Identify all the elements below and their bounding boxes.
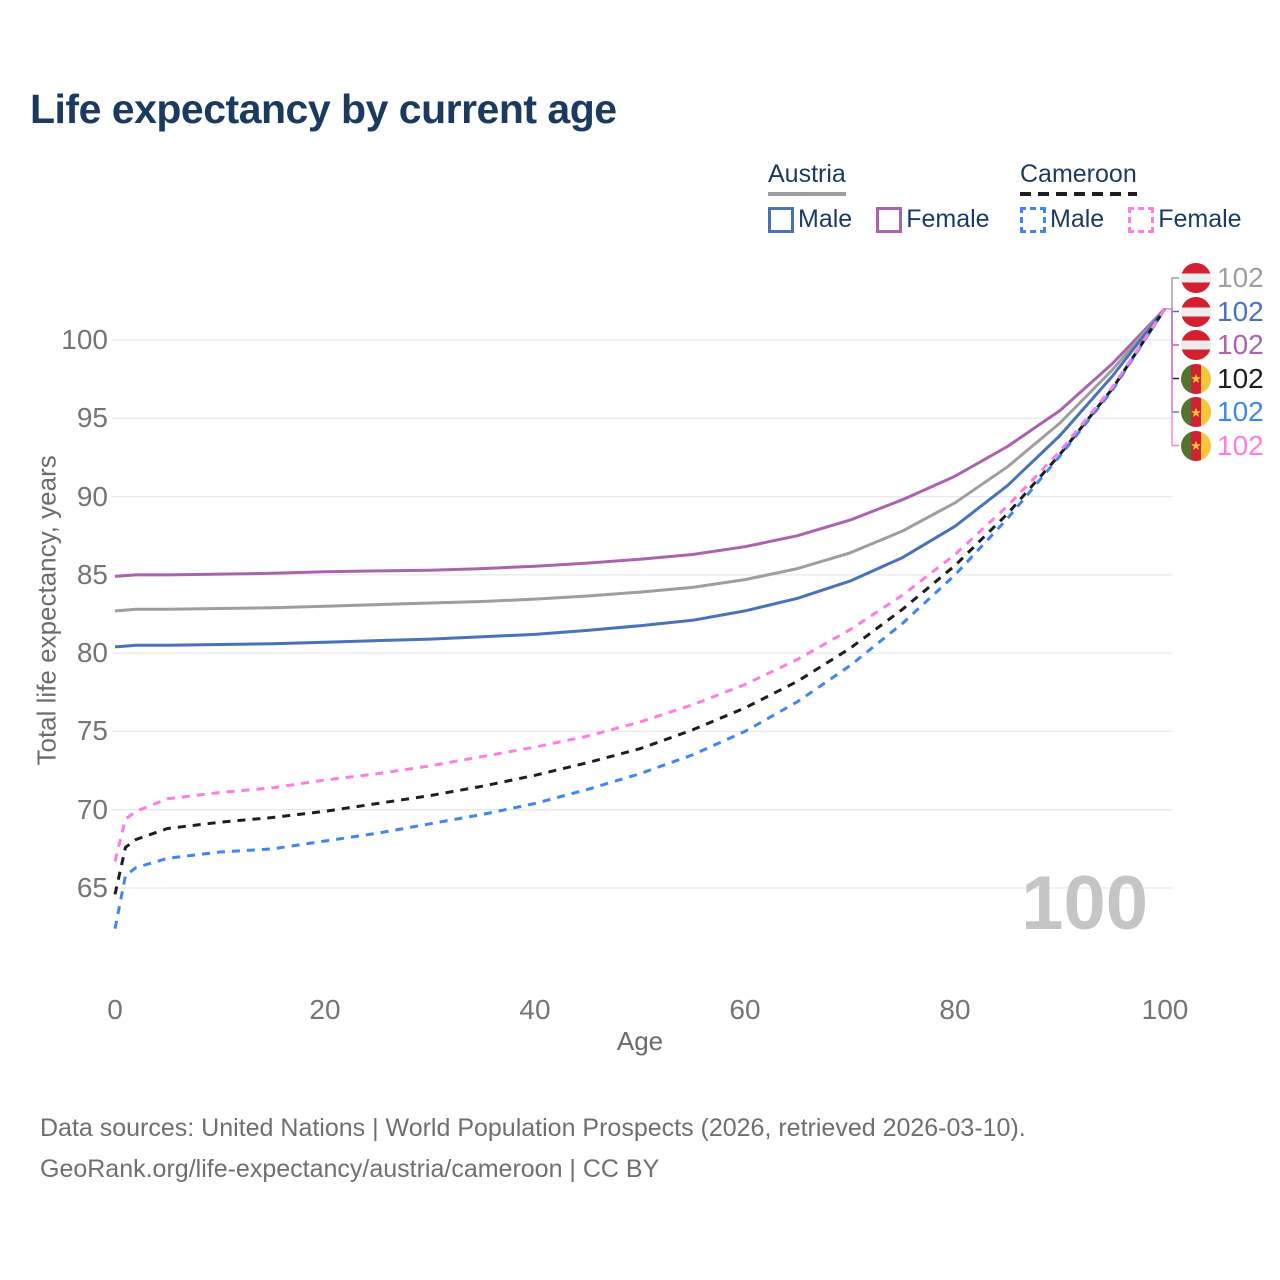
y-tick-label: 100: [61, 324, 108, 355]
cameroon-flag-icon: ★: [1181, 363, 1211, 394]
end-value: 102: [1217, 396, 1264, 427]
legend-item-cameroon-female[interactable]: Female: [1128, 205, 1242, 234]
legend-items: Male Female: [1020, 205, 1242, 234]
austria-flag-icon: [1181, 330, 1211, 360]
legend-group-cameroon: Cameroon Male Female: [1020, 160, 1242, 234]
end-label-row-austria-2: 102: [1181, 328, 1264, 362]
end-label-row-austria-1: 102: [1181, 295, 1264, 329]
end-label-row-cameroon-4: ★ 102: [1181, 395, 1264, 429]
x-axis-title: Age: [616, 1026, 664, 1056]
legend-country-label[interactable]: Austria: [768, 160, 846, 196]
end-value: 102: [1217, 329, 1264, 360]
y-tick-label: 65: [76, 872, 108, 903]
legend-item-label: Male: [1050, 205, 1105, 233]
x-tick-label: 40: [519, 994, 551, 1025]
star-icon: ★: [1190, 404, 1202, 420]
legend-item-label: Female: [1158, 205, 1242, 233]
end-label-row-cameroon-5: ★ 102: [1181, 429, 1264, 463]
age-watermark: 100: [1021, 861, 1148, 946]
cameroon-flag-icon: ★: [1181, 397, 1211, 427]
legend-country-text: Cameroon: [1020, 160, 1137, 188]
cameroon-flag-icon: ★: [1181, 430, 1211, 461]
y-tick-label: 90: [76, 480, 108, 512]
y-tick-label: 95: [76, 402, 108, 434]
end-label-row-cameroon-3: ★ 102: [1181, 362, 1264, 396]
x-tick-label: 0: [107, 994, 123, 1025]
legend-linestyle-swatch: [1020, 192, 1137, 196]
austria-flag-icon: [1181, 263, 1211, 293]
legend-items: Male Female: [768, 205, 990, 234]
x-tick-label: 80: [939, 994, 971, 1025]
legend-checkbox-icon: [768, 206, 794, 233]
legend-checkbox-icon: [1020, 206, 1046, 233]
austria-flag-icon: [1181, 296, 1211, 327]
star-icon: ★: [1190, 371, 1202, 386]
legend-country-label[interactable]: Cameroon: [1020, 160, 1137, 196]
end-value: 102: [1217, 295, 1264, 327]
legend-item-cameroon-male[interactable]: Male: [1020, 205, 1104, 234]
legend-group-austria: Austria Male Female: [768, 160, 990, 234]
y-tick-label: 70: [76, 793, 108, 825]
legend-item-label: Female: [906, 205, 990, 233]
end-label-row-austria-0: 102: [1181, 261, 1264, 295]
legend-item-austria-male[interactable]: Male: [768, 205, 852, 234]
y-tick-label: 80: [76, 637, 108, 669]
page-title: Life expectancy by current age: [30, 86, 617, 132]
footer: Data sources: United Nations | World Pop…: [40, 1108, 1026, 1189]
legend-item-austria-female[interactable]: Female: [876, 205, 990, 234]
y-tick-label: 85: [76, 558, 108, 590]
x-tick-label: 20: [309, 994, 341, 1025]
legend-checkbox-icon: [876, 206, 903, 233]
legend-linestyle-swatch: [768, 192, 846, 196]
x-tick-label: 60: [729, 994, 761, 1025]
end-value: 102: [1217, 429, 1264, 461]
legend-country-text: Austria: [768, 160, 846, 188]
legend-checkbox-icon: [1128, 206, 1155, 233]
legend-item-label: Male: [798, 205, 853, 233]
star-icon: ★: [1190, 438, 1202, 453]
footer-url: GeoRank.org/life-expectancy/austria/came…: [40, 1154, 660, 1183]
y-tick-label: 75: [76, 715, 108, 747]
x-tick-label: 100: [1141, 994, 1189, 1025]
end-value: 102: [1217, 262, 1264, 293]
footer-sources: Data sources: United Nations | World Pop…: [40, 1114, 1026, 1142]
end-value: 102: [1217, 362, 1264, 394]
